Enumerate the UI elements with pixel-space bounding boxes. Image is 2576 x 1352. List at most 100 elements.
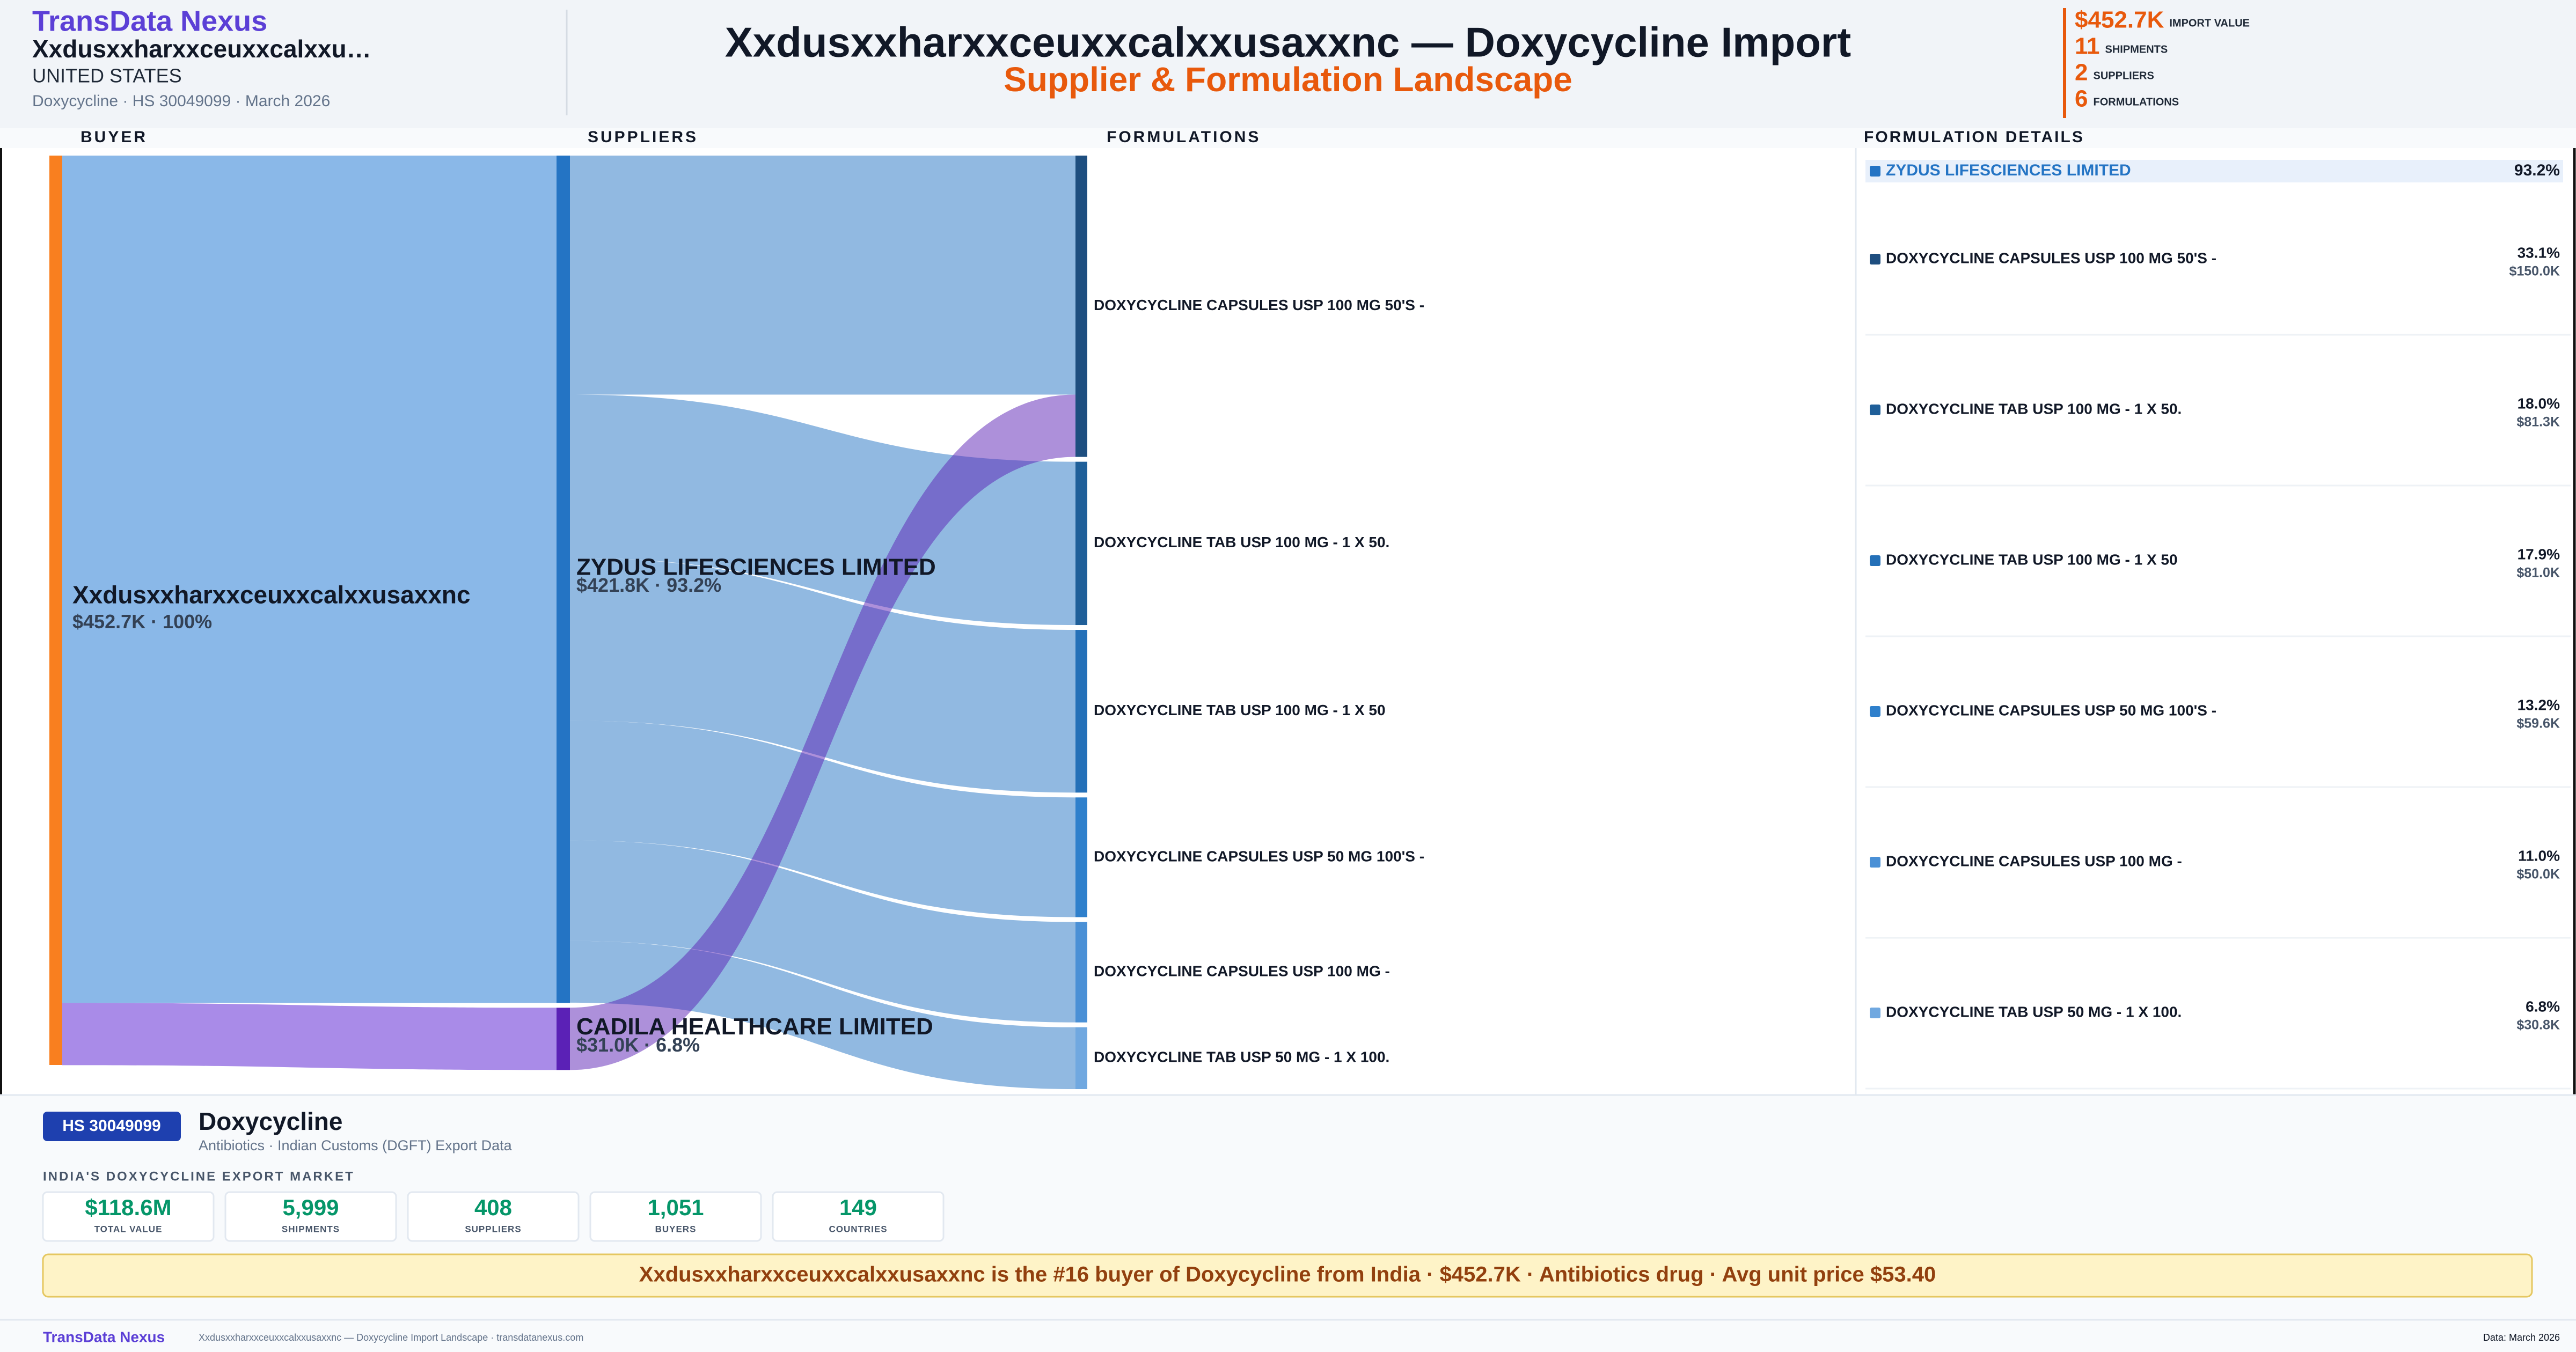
brand: TransData Nexus [32, 5, 267, 37]
detail-value: $50.0K [2516, 867, 2560, 882]
detail-value: $81.3K [2516, 415, 2560, 430]
formulation-label: DOXYCYCLINE TAB USP 50 MG - 1 X 100. [1094, 1049, 1389, 1066]
buyer-value: $452.7K · 100% [72, 611, 212, 633]
link [570, 721, 1075, 917]
stat-label: TOTAL VALUE [94, 1224, 163, 1234]
detail-name: DOXYCYCLINE CAPSULES USP 50 MG 100'S - [1886, 702, 2216, 718]
formulation-label: DOXYCYCLINE CAPSULES USP 100 MG 50'S - [1094, 297, 1424, 313]
detail-name: DOXYCYCLINE CAPSULES USP 100 MG 50'S - [1886, 249, 2216, 266]
stat-label: BUYERS [655, 1224, 697, 1234]
hs-badge [43, 1112, 181, 1141]
supplier-share: 93.2% [2514, 161, 2560, 179]
formulation-node [1075, 922, 1087, 1023]
detail-share: 6.8% [2526, 998, 2560, 1015]
product: Doxycycline [199, 1107, 342, 1135]
formulation-swatch [1870, 555, 1880, 566]
supplier-node [557, 1008, 570, 1070]
column-title: FORMULATIONS [1107, 128, 1261, 146]
footer-brand: TransData Nexus [43, 1328, 165, 1345]
kpi-label: FORMULATIONS [2093, 96, 2179, 108]
formulation-node [1075, 1027, 1087, 1089]
stat-card [407, 1191, 580, 1242]
formulation-label: DOXYCYCLINE TAB USP 100 MG - 1 X 50. [1094, 534, 1389, 550]
stat-card [42, 1191, 215, 1242]
kpi-label: IMPORT VALUE [2169, 17, 2250, 29]
supplier-row-bg [1865, 160, 2563, 182]
buyer-label: Xxdusxxharxxceuxxcalxxusaxxnc [72, 581, 471, 609]
column-title: SUPPLIERS [588, 128, 698, 146]
detail-name: DOXYCYCLINE TAB USP 100 MG - 1 X 50 [1886, 551, 2178, 568]
buyer-name: Xxdusxxharxxceuxxcalxxu… [32, 35, 371, 63]
banner-text: Xxdusxxharxxceuxxcalxxusaxxnc is the #16… [639, 1263, 1936, 1287]
kpi-accent [2063, 8, 2066, 118]
link [570, 394, 1075, 626]
banner [42, 1253, 2533, 1298]
kpi-value: 6 [2075, 86, 2088, 112]
details-panel: ZYDUS LIFESCIENCES LIMITED 93.2% DOXYCYC… [1865, 160, 2571, 1090]
formulation-swatch [1870, 405, 1880, 415]
stat-value: 1,051 [647, 1195, 704, 1220]
stat-value: 408 [474, 1195, 512, 1220]
supplier-label: CADILA HEALTHCARE LIMITED [576, 1013, 933, 1040]
supplier-label: ZYDUS LIFESCIENCES LIMITED [576, 554, 936, 580]
detail-name: DOXYCYCLINE TAB USP 50 MG - 1 X 100. [1886, 1003, 2182, 1020]
kpi-value: 2 [2075, 60, 2088, 86]
hs-badge-text: HS 30049099 [62, 1117, 161, 1135]
kpi-label: SHIPMENTS [2105, 43, 2168, 55]
stat-cards: $118.6M TOTAL VALUE 5,999 SHIPMENTS 408 SUPPL… [42, 1191, 945, 1242]
links [62, 156, 1075, 1089]
detail-share: 17.9% [2518, 546, 2560, 562]
detail-name: DOXYCYCLINE TAB USP 100 MG - 1 X 50. [1886, 400, 2182, 417]
kpi-list: $452.7K IMPORT VALUE 11 SHIPMENTS 2 SUPPLIERS… [2075, 7, 2250, 112]
subtitle: Supplier & Formulation Landscape [1004, 60, 1572, 99]
formulation-node [1075, 156, 1087, 457]
formulation-swatch [1870, 706, 1880, 717]
detail-value: $150.0K [2509, 264, 2560, 279]
kpi-value: $452.7K [2075, 7, 2164, 33]
market-title: INDIA'S DOXYCYCLINE EXPORT MARKET [43, 1169, 355, 1184]
stat-card [772, 1191, 945, 1242]
detail-share: 11.0% [2518, 847, 2560, 864]
header-bg [0, 0, 2576, 148]
detail-share: 13.2% [2518, 696, 2560, 713]
formulation-label: DOXYCYCLINE CAPSULES USP 100 MG - [1094, 962, 1390, 979]
detail-value: $30.8K [2516, 1018, 2560, 1033]
stat-label: SHIPMENTS [282, 1224, 340, 1234]
stat-label: COUNTRIES [829, 1224, 887, 1234]
buyer-node [49, 156, 62, 1065]
stat-value: $118.6M [85, 1195, 171, 1220]
detail-name: DOXYCYCLINE CAPSULES USP 100 MG - [1886, 853, 2182, 869]
stat-value: 5,999 [282, 1195, 339, 1220]
column-title: BUYER [80, 128, 148, 146]
link [62, 1003, 557, 1070]
link [570, 557, 1075, 793]
detail-value: $59.6K [2516, 716, 2560, 731]
formulation-label: DOXYCYCLINE CAPSULES USP 50 MG 100'S - [1094, 848, 1424, 864]
detail-share: 33.1% [2518, 244, 2560, 261]
supplier-swatch [1870, 166, 1880, 177]
formulation-node [1075, 461, 1087, 626]
formulation-swatch [1870, 254, 1880, 264]
sankey: Xxdusxxharxxceuxxcalxxusaxxnc$452.7K · 1… [49, 156, 1424, 1089]
kpi-label: SUPPLIERS [2093, 70, 2154, 82]
detail-value: $81.0K [2516, 565, 2560, 581]
supplier-value: $31.0K · 6.8% [576, 1034, 700, 1056]
formulation-node [1075, 630, 1087, 793]
supplier-value: $421.8K · 93.2% [576, 574, 721, 596]
formulation-label: DOXYCYCLINE TAB USP 100 MG - 1 X 50 [1094, 702, 1386, 718]
link [570, 156, 1075, 395]
country: UNITED STATES [32, 65, 182, 87]
supplier-node [557, 156, 570, 1003]
stat-card [589, 1191, 762, 1242]
column-title: FORMULATION DETAILS [1864, 128, 2084, 146]
formulation-swatch [1870, 1008, 1880, 1018]
kpi-value: 11 [2075, 33, 2100, 60]
product-sub: Antibiotics · Indian Customs (DGFT) Expo… [199, 1137, 513, 1153]
column-strip [0, 128, 2576, 148]
stat-value: 149 [839, 1195, 877, 1220]
link [570, 840, 1075, 1023]
stat-label: SUPPLIERS [465, 1224, 521, 1234]
footer-caption: Xxdusxxharxxceuxxcalxxusaxxnc — Doxycycl… [199, 1332, 583, 1343]
stat-card [224, 1191, 397, 1242]
